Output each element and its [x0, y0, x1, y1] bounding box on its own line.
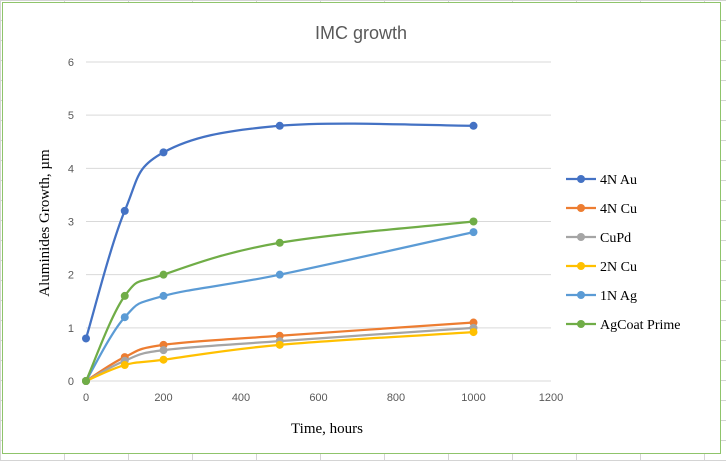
data-point[interactable]: [275, 238, 284, 247]
x-tick-label: 1200: [539, 392, 563, 404]
legend: 4N Au 4N Cu CuPd 2N Cu 1N Ag AgCoat Prime: [566, 173, 681, 333]
legend-item-1n-ag[interactable]: 1N Ag: [566, 289, 637, 304]
legend-item-4n-cu[interactable]: 4N Cu: [566, 202, 637, 217]
y-tick-label: 4: [68, 163, 74, 175]
data-point[interactable]: [82, 377, 90, 385]
legend-item-4n-au[interactable]: 4N Au: [566, 173, 637, 188]
x-tick-label: 600: [309, 392, 327, 404]
legend-item-agcoat-prime[interactable]: AgCoat Prime: [566, 318, 681, 333]
data-point[interactable]: [469, 228, 478, 237]
series-1n-ag[interactable]: [82, 228, 478, 385]
legend-marker: [577, 320, 585, 328]
chart-area[interactable]: IMC growth Time, hours Aluminides Growth…: [2, 2, 721, 454]
legend-label: CuPd: [600, 231, 631, 246]
series-line: [85, 231, 474, 382]
data-point[interactable]: [159, 346, 168, 355]
series-line: [84, 220, 474, 382]
data-point[interactable]: [159, 355, 168, 364]
chart-title: IMC growth: [315, 23, 407, 43]
series-line: [85, 330, 474, 383]
y-tick-label: 1: [68, 323, 74, 335]
x-tick-label: 200: [154, 392, 172, 404]
legend-marker: [577, 175, 585, 183]
series-lines: [82, 121, 478, 386]
data-point[interactable]: [159, 270, 168, 279]
data-point[interactable]: [120, 291, 129, 300]
data-point[interactable]: [275, 121, 284, 130]
legend-label: 1N Ag: [600, 289, 637, 304]
legend-marker: [577, 262, 585, 270]
data-point[interactable]: [469, 121, 478, 130]
x-tick-label: 0: [83, 392, 89, 404]
series-4n-au[interactable]: [82, 121, 478, 343]
data-point[interactable]: [275, 270, 284, 279]
legend-item-2n-cu[interactable]: 2N Cu: [566, 260, 637, 275]
legend-label: 2N Cu: [600, 260, 637, 275]
legend-marker: [577, 233, 585, 241]
data-point[interactable]: [159, 148, 168, 157]
data-point[interactable]: [469, 328, 478, 337]
data-point[interactable]: [82, 334, 90, 343]
legend-label: 4N Au: [600, 173, 637, 188]
series-line: [84, 122, 474, 339]
x-tick-label: 1000: [461, 392, 485, 404]
legend-label: 4N Cu: [600, 202, 637, 217]
line-chart: IMC growth Time, hours Aluminides Growth…: [37, 23, 681, 437]
legend-item-cupd[interactable]: CuPd: [566, 231, 631, 246]
legend-label: AgCoat Prime: [600, 318, 681, 333]
series-line: [85, 326, 474, 382]
data-point[interactable]: [275, 340, 284, 349]
axis-ticks: 0 1 2 3 4 5 6 0 200 400 600 800 1000 1200: [68, 57, 563, 404]
data-point[interactable]: [120, 313, 129, 322]
x-axis-label: Time, hours: [291, 421, 363, 437]
y-tick-label: 6: [68, 57, 74, 69]
legend-marker: [577, 291, 585, 299]
y-tick-label: 2: [68, 270, 74, 282]
series-line: [85, 321, 474, 382]
x-tick-label: 800: [387, 392, 405, 404]
data-point[interactable]: [469, 217, 478, 226]
data-point[interactable]: [120, 361, 129, 370]
data-point[interactable]: [120, 206, 129, 215]
series-4n-cu[interactable]: [82, 318, 478, 385]
y-axis-label: Aluminides Growth, µm: [37, 149, 53, 297]
y-tick-label: 0: [68, 376, 74, 388]
y-tick-label: 3: [68, 217, 74, 229]
legend-marker: [577, 204, 585, 212]
y-tick-label: 5: [68, 110, 74, 122]
data-point[interactable]: [159, 291, 168, 300]
x-tick-label: 400: [232, 392, 250, 404]
series-agcoat-prime[interactable]: [82, 217, 478, 386]
